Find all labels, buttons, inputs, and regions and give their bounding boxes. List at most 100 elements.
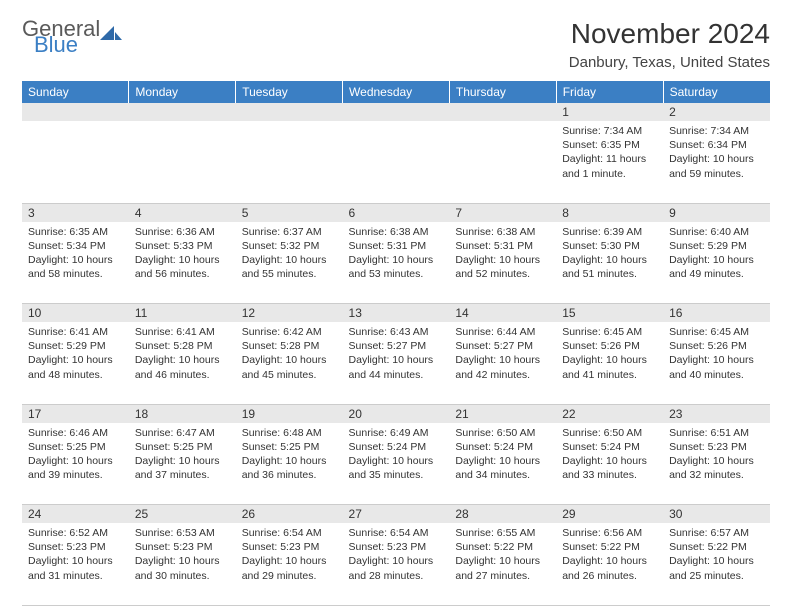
- day-number-cell: 9: [663, 203, 770, 222]
- day-content: Sunrise: 6:42 AMSunset: 5:28 PMDaylight:…: [236, 322, 343, 388]
- day-content-cell: Sunrise: 6:38 AMSunset: 5:31 PMDaylight:…: [449, 222, 556, 304]
- calendar-table: SundayMondayTuesdayWednesdayThursdayFrid…: [22, 81, 770, 606]
- day-number-cell: 18: [129, 404, 236, 423]
- day-content-cell: [129, 121, 236, 203]
- day-number-cell: 30: [663, 505, 770, 524]
- day-content: Sunrise: 7:34 AMSunset: 6:34 PMDaylight:…: [663, 121, 770, 187]
- weekday-header: Tuesday: [236, 81, 343, 103]
- calendar-head: SundayMondayTuesdayWednesdayThursdayFrid…: [22, 81, 770, 103]
- day-content: Sunrise: 6:36 AMSunset: 5:33 PMDaylight:…: [129, 222, 236, 288]
- day-content-cell: [343, 121, 450, 203]
- day-content-cell: Sunrise: 6:37 AMSunset: 5:32 PMDaylight:…: [236, 222, 343, 304]
- day-content: Sunrise: 6:50 AMSunset: 5:24 PMDaylight:…: [449, 423, 556, 489]
- day-content: Sunrise: 6:52 AMSunset: 5:23 PMDaylight:…: [22, 523, 129, 589]
- day-content: Sunrise: 6:40 AMSunset: 5:29 PMDaylight:…: [663, 222, 770, 288]
- day-content: Sunrise: 6:43 AMSunset: 5:27 PMDaylight:…: [343, 322, 450, 388]
- day-number-cell: 17: [22, 404, 129, 423]
- day-content: Sunrise: 6:51 AMSunset: 5:23 PMDaylight:…: [663, 423, 770, 489]
- daynum-row: 12: [22, 103, 770, 121]
- day-content: Sunrise: 6:48 AMSunset: 5:25 PMDaylight:…: [236, 423, 343, 489]
- logo: General Blue: [22, 18, 122, 56]
- day-number-cell: 1: [556, 103, 663, 121]
- daynum-row: 10111213141516: [22, 304, 770, 323]
- day-content-cell: Sunrise: 6:45 AMSunset: 5:26 PMDaylight:…: [663, 322, 770, 404]
- day-content-cell: Sunrise: 6:44 AMSunset: 5:27 PMDaylight:…: [449, 322, 556, 404]
- day-content-cell: Sunrise: 6:47 AMSunset: 5:25 PMDaylight:…: [129, 423, 236, 505]
- day-number-cell: 11: [129, 304, 236, 323]
- day-number-cell: 29: [556, 505, 663, 524]
- day-content-cell: Sunrise: 6:45 AMSunset: 5:26 PMDaylight:…: [556, 322, 663, 404]
- day-content: Sunrise: 6:39 AMSunset: 5:30 PMDaylight:…: [556, 222, 663, 288]
- day-number-cell: 5: [236, 203, 343, 222]
- day-number-cell: [22, 103, 129, 121]
- day-number-cell: 14: [449, 304, 556, 323]
- day-content-cell: Sunrise: 6:57 AMSunset: 5:22 PMDaylight:…: [663, 523, 770, 605]
- day-number-cell: 6: [343, 203, 450, 222]
- daynum-row: 3456789: [22, 203, 770, 222]
- day-number-cell: [449, 103, 556, 121]
- daynum-row: 17181920212223: [22, 404, 770, 423]
- day-content: Sunrise: 6:50 AMSunset: 5:24 PMDaylight:…: [556, 423, 663, 489]
- day-content: Sunrise: 6:54 AMSunset: 5:23 PMDaylight:…: [236, 523, 343, 589]
- day-content: Sunrise: 6:46 AMSunset: 5:25 PMDaylight:…: [22, 423, 129, 489]
- day-content: Sunrise: 6:57 AMSunset: 5:22 PMDaylight:…: [663, 523, 770, 589]
- weekday-header: Friday: [556, 81, 663, 103]
- day-content: Sunrise: 6:41 AMSunset: 5:28 PMDaylight:…: [129, 322, 236, 388]
- day-content: Sunrise: 6:35 AMSunset: 5:34 PMDaylight:…: [22, 222, 129, 288]
- day-content: Sunrise: 6:37 AMSunset: 5:32 PMDaylight:…: [236, 222, 343, 288]
- day-number-cell: 27: [343, 505, 450, 524]
- day-number-cell: 20: [343, 404, 450, 423]
- day-content: Sunrise: 6:45 AMSunset: 5:26 PMDaylight:…: [556, 322, 663, 388]
- weekday-header: Sunday: [22, 81, 129, 103]
- day-content-cell: [449, 121, 556, 203]
- day-number-cell: 12: [236, 304, 343, 323]
- day-number-cell: 21: [449, 404, 556, 423]
- day-content: Sunrise: 6:47 AMSunset: 5:25 PMDaylight:…: [129, 423, 236, 489]
- day-number-cell: 3: [22, 203, 129, 222]
- day-number-cell: 13: [343, 304, 450, 323]
- day-number-cell: 10: [22, 304, 129, 323]
- day-number-cell: 22: [556, 404, 663, 423]
- day-number-cell: 4: [129, 203, 236, 222]
- weekday-row: SundayMondayTuesdayWednesdayThursdayFrid…: [22, 81, 770, 103]
- day-content-cell: Sunrise: 6:49 AMSunset: 5:24 PMDaylight:…: [343, 423, 450, 505]
- day-number-cell: 28: [449, 505, 556, 524]
- day-number-cell: 25: [129, 505, 236, 524]
- content-row: Sunrise: 6:41 AMSunset: 5:29 PMDaylight:…: [22, 322, 770, 404]
- day-content-cell: Sunrise: 6:39 AMSunset: 5:30 PMDaylight:…: [556, 222, 663, 304]
- day-number-cell: 7: [449, 203, 556, 222]
- day-content-cell: Sunrise: 6:38 AMSunset: 5:31 PMDaylight:…: [343, 222, 450, 304]
- day-content-cell: Sunrise: 6:41 AMSunset: 5:29 PMDaylight:…: [22, 322, 129, 404]
- day-content-cell: Sunrise: 7:34 AMSunset: 6:35 PMDaylight:…: [556, 121, 663, 203]
- day-content-cell: Sunrise: 6:50 AMSunset: 5:24 PMDaylight:…: [556, 423, 663, 505]
- day-number-cell: [343, 103, 450, 121]
- day-number-cell: 2: [663, 103, 770, 121]
- day-content-cell: Sunrise: 6:56 AMSunset: 5:22 PMDaylight:…: [556, 523, 663, 605]
- day-content-cell: Sunrise: 6:43 AMSunset: 5:27 PMDaylight:…: [343, 322, 450, 404]
- day-number-cell: [129, 103, 236, 121]
- day-content: Sunrise: 6:55 AMSunset: 5:22 PMDaylight:…: [449, 523, 556, 589]
- day-content: Sunrise: 6:38 AMSunset: 5:31 PMDaylight:…: [343, 222, 450, 288]
- location-label: Danbury, Texas, United States: [569, 54, 770, 71]
- day-content-cell: Sunrise: 6:52 AMSunset: 5:23 PMDaylight:…: [22, 523, 129, 605]
- content-row: Sunrise: 6:35 AMSunset: 5:34 PMDaylight:…: [22, 222, 770, 304]
- day-content: Sunrise: 6:56 AMSunset: 5:22 PMDaylight:…: [556, 523, 663, 589]
- day-content: Sunrise: 6:49 AMSunset: 5:24 PMDaylight:…: [343, 423, 450, 489]
- day-content-cell: Sunrise: 6:55 AMSunset: 5:22 PMDaylight:…: [449, 523, 556, 605]
- weekday-header: Wednesday: [343, 81, 450, 103]
- day-content: Sunrise: 7:34 AMSunset: 6:35 PMDaylight:…: [556, 121, 663, 187]
- day-content-cell: Sunrise: 6:36 AMSunset: 5:33 PMDaylight:…: [129, 222, 236, 304]
- calendar-body: 12Sunrise: 7:34 AMSunset: 6:35 PMDayligh…: [22, 103, 770, 605]
- weekday-header: Saturday: [663, 81, 770, 103]
- day-number-cell: 16: [663, 304, 770, 323]
- day-number-cell: 15: [556, 304, 663, 323]
- day-content-cell: Sunrise: 6:54 AMSunset: 5:23 PMDaylight:…: [343, 523, 450, 605]
- content-row: Sunrise: 7:34 AMSunset: 6:35 PMDaylight:…: [22, 121, 770, 203]
- header-row: General Blue November 2024 Danbury, Texa…: [22, 18, 770, 71]
- day-number-cell: [236, 103, 343, 121]
- day-number-cell: 26: [236, 505, 343, 524]
- day-number-cell: 23: [663, 404, 770, 423]
- day-content-cell: Sunrise: 6:48 AMSunset: 5:25 PMDaylight:…: [236, 423, 343, 505]
- day-number-cell: 19: [236, 404, 343, 423]
- logo-text-blue: Blue: [34, 34, 78, 56]
